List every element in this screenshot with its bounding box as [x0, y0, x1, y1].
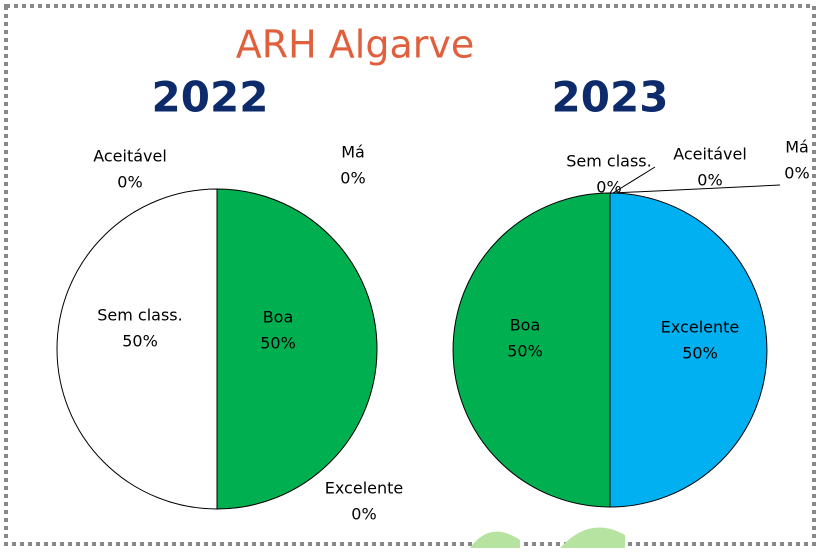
slice-label: Má	[785, 138, 809, 157]
slice-label: Excelente	[661, 318, 739, 337]
leader-line	[612, 184, 781, 194]
slice-value-label: 0%	[351, 505, 376, 524]
slice-value-label: 0%	[596, 178, 621, 197]
slice-label: Sem class.	[97, 306, 182, 325]
slice-value-label: 0%	[697, 171, 722, 190]
slice-label: Sem class.	[566, 152, 651, 171]
dotted-border	[4, 4, 816, 546]
slice-label: Boa	[263, 308, 294, 327]
slice-value-label: 0%	[117, 173, 142, 192]
slice-label: Aceitável	[673, 145, 747, 164]
slice-label: Boa	[510, 316, 541, 335]
pie-slice	[609, 192, 768, 508]
leader-line	[612, 166, 656, 194]
slice-value-label: 50%	[507, 342, 543, 361]
pie-slice	[56, 188, 218, 510]
chart-title: 2022	[152, 73, 269, 122]
slice-value-label: 50%	[260, 334, 296, 353]
slice-value-label: 50%	[682, 344, 718, 363]
slice-label: Má	[341, 143, 365, 162]
pie-slice	[452, 192, 611, 508]
slice-label: Excelente	[325, 479, 403, 498]
slice-label: Aceitável	[93, 147, 167, 166]
pie-slice	[216, 188, 378, 510]
chart-title: 2023	[552, 73, 669, 122]
slice-value-label: 50%	[122, 332, 158, 351]
slide-title: ARH Algarve	[236, 23, 475, 67]
slice-value-label: 0%	[340, 169, 365, 188]
logo-fragment	[470, 527, 625, 548]
slice-value-label: 0%	[784, 164, 809, 183]
